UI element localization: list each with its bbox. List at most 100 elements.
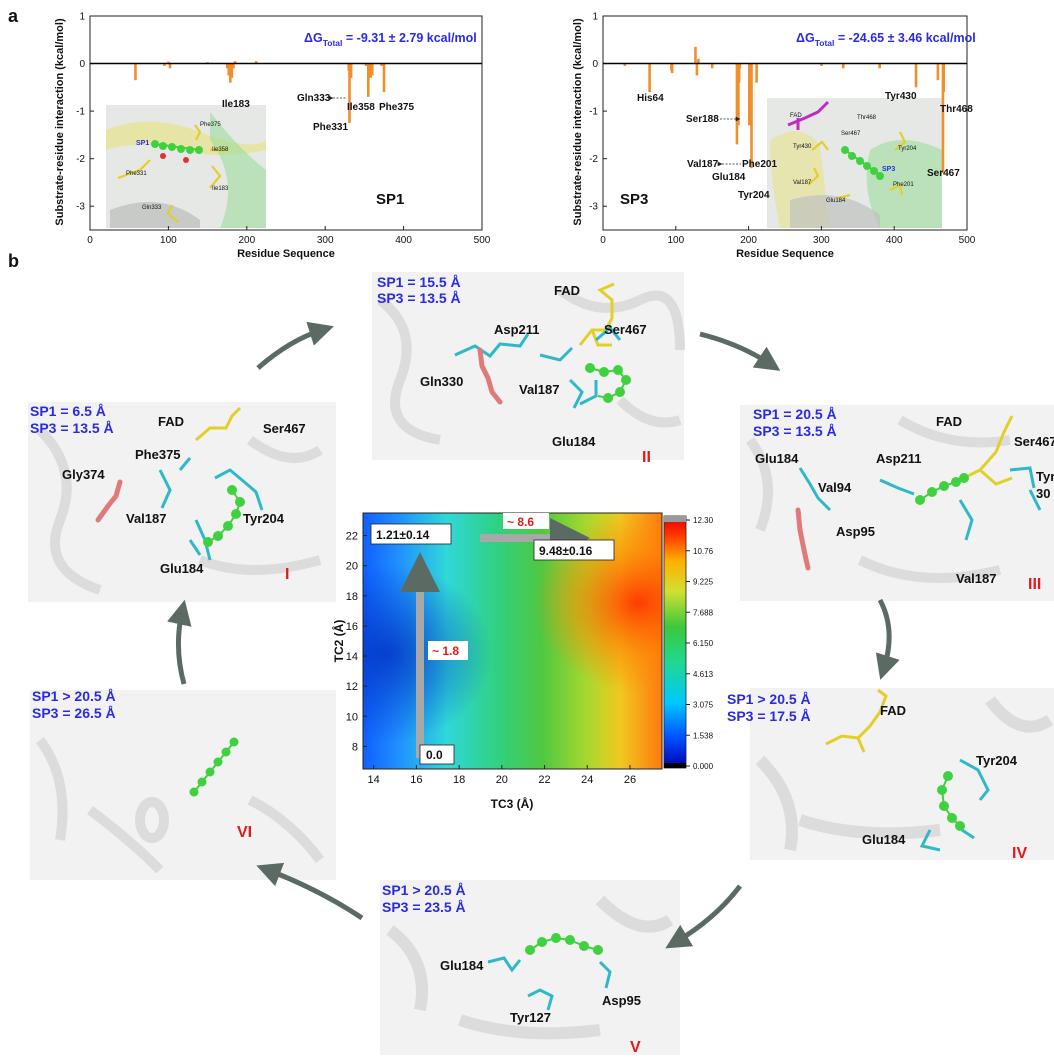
roman-label-4: IV [1012, 845, 1027, 862]
inset-ribbon [210, 112, 266, 228]
ligand-green [585, 363, 631, 403]
bar [230, 63, 234, 78]
bar [820, 63, 823, 66]
chart-sp1: Phe375 SP1 Ile358 Phe331 Ile183 Gln333 0… [54, 12, 491, 261]
bar [370, 63, 374, 76]
bar [695, 63, 699, 76]
residue-label-ile183: Ile183 [222, 99, 250, 110]
chart-sp3-bars [623, 46, 946, 173]
chart-sp3: FAD Thr468 Ser467 Tyr430 Tyr204 SP3 Val1… [572, 12, 976, 261]
x-tick-label: 400 [395, 235, 412, 246]
bar [710, 63, 714, 69]
fes-map-cold [363, 513, 662, 769]
bar [748, 63, 751, 126]
residue-label-phe331: Phe331 [313, 122, 348, 133]
protein-ribbon [755, 696, 1054, 852]
bar [380, 63, 383, 66]
bar [348, 63, 351, 123]
residue-label: Gln330 [420, 374, 463, 389]
residue-label-phe201: Phe201 [742, 159, 777, 170]
residue-label: 30 [1036, 486, 1050, 501]
bar [227, 63, 231, 76]
inset-label-val187: Val187 [793, 180, 812, 186]
inset-ribbon [790, 195, 880, 228]
bar [163, 63, 166, 66]
fes-xlabel: TC3 (Å) [491, 796, 534, 811]
snapshot-state-6: SP1 > 20.5 Å SP3 = 26.5 Å VI [30, 688, 336, 880]
bar [134, 63, 137, 81]
residue-label-thr468: Thr468 [940, 104, 973, 115]
inset-label-ser467: Ser467 [841, 131, 861, 137]
snapshot-2-sp1: SP1 = 15.5 Å [377, 274, 461, 290]
bar [229, 63, 232, 83]
y-tick-label: -3 [589, 202, 598, 213]
x-tick-label: 400 [886, 235, 903, 246]
residue-label: Phe375 [135, 447, 181, 462]
arrow-1-to-2 [256, 321, 334, 370]
y-tick-label: 1 [79, 12, 85, 23]
free-energy-surface: 14 16 18 20 22 24 26 8 10 12 14 16 18 20 22 ~ 1.8 ~ 8.… [331, 512, 714, 811]
fad-molecule [578, 282, 615, 347]
residue-sticks [158, 457, 264, 561]
chart-sp3-inset: FAD Thr468 Ser467 Tyr430 Tyr204 SP3 Val1… [767, 98, 942, 228]
colorbar [663, 515, 687, 769]
x-tick-label: 100 [160, 235, 177, 246]
panel-label-a: a [8, 6, 19, 26]
arrow-3-to-4 [875, 598, 900, 680]
snapshot-background [380, 880, 680, 1055]
snapshot-state-3: SP1 = 20.5 Å SP3 = 13.5 Å FAD Ser467 Glu… [740, 405, 1054, 601]
snapshot-3-sp1: SP1 = 20.5 Å [753, 406, 837, 422]
residue-label: Glu184 [160, 561, 204, 576]
residue-sticks [454, 325, 622, 409]
colorbar-ticks: 12.30 10.76 9.225 7.688 6.150 4.613 3.075 1.538… [686, 516, 714, 771]
bar [737, 63, 741, 83]
inset-fad [787, 100, 830, 130]
y-tick-label: 10 [346, 711, 358, 723]
residue-label-tyr204: Tyr204 [738, 190, 770, 201]
inset-label-ile358: Ile358 [212, 147, 229, 153]
chart-sp3-xlabel: Residue Sequence [736, 248, 834, 260]
chart-sp1-ylabel: Substrate-residue interaction (kcal/mol) [54, 18, 66, 226]
ligand-green [915, 473, 969, 505]
x-tick-label: 200 [740, 235, 757, 246]
inset-label-phe375: Phe375 [200, 122, 221, 128]
inset-label-sp3: SP3 [882, 166, 895, 173]
ligand-green [525, 933, 603, 955]
x-tick-label: 300 [317, 235, 334, 246]
y-tick-label: -1 [76, 107, 85, 118]
residue-label: Val94 [818, 480, 852, 495]
y-tick-label: 1 [592, 12, 598, 23]
residue-label-phe375: Phe375 [379, 102, 414, 113]
residue-label: Gly374 [62, 467, 105, 482]
cycle-arrows [167, 321, 900, 949]
residue-label-val187: Val187 [687, 159, 719, 170]
residue-label: Tyr [1036, 469, 1054, 484]
colorbar-tick-label: 1.538 [693, 731, 714, 740]
inset-ligand [151, 140, 203, 154]
y-tick-label: 8 [352, 741, 358, 753]
bar [225, 63, 229, 69]
residue-label: Val187 [519, 382, 560, 397]
barrier-up-box [428, 641, 468, 660]
end-label-box [533, 539, 615, 561]
residue-label-tyr430: Tyr430 [885, 91, 917, 102]
protein-ribbon [35, 737, 324, 874]
snapshot-5-sp1: SP1 > 20.5 Å [382, 882, 466, 898]
chart-sp3-frame [602, 15, 968, 231]
y-tick-label: 14 [346, 651, 358, 663]
chart-sp1-tag: SP1 [376, 191, 404, 208]
y-tick-label: -2 [76, 154, 85, 165]
inset-label-phe331: Phe331 [126, 171, 147, 177]
protein-ribbon [745, 415, 1011, 583]
residue-label: FAD [936, 414, 962, 429]
chart-sp3-tag: SP3 [620, 191, 648, 208]
snapshot-6-sp3: SP3 = 26.5 Å [32, 705, 116, 721]
arrow-4-to-5 [665, 884, 742, 949]
y-tick-label: -3 [76, 202, 85, 213]
residue-label: Glu184 [755, 451, 799, 466]
residue-label: Ser467 [604, 322, 647, 337]
fes-axes: 14 16 18 20 22 24 26 8 10 12 14 16 18 20 22 [346, 531, 636, 786]
bar [936, 63, 940, 81]
y-tick-label: 20 [346, 561, 358, 573]
residue-label: Asp211 [876, 451, 922, 466]
